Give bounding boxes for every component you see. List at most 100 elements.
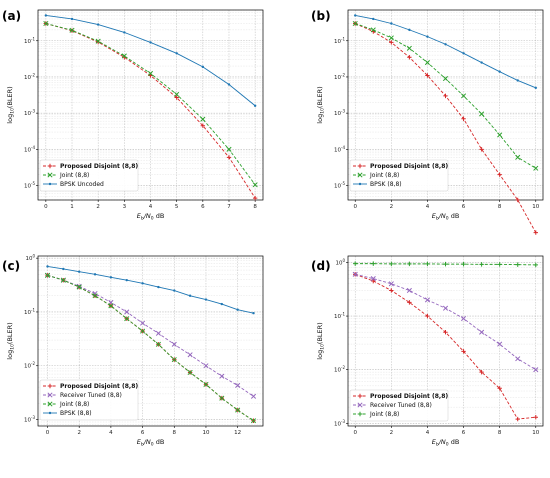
data-point — [187, 369, 193, 376]
panel-a: 0 1 2 3 4 5 6 7 8 10-5 10-4 10-3 10-2 10-1 Eb/N0 dB log… — [6, 9, 264, 222]
series-2 — [44, 272, 257, 424]
x-tick-label: 2 — [390, 430, 394, 436]
x-tick-label: 2 — [390, 204, 394, 210]
legend-entry: Proposed Disjoint (8,8) — [60, 163, 138, 170]
legend-entry: BPSK Uncoded — [60, 181, 104, 188]
legend-entry: BPSK (8,8) — [60, 410, 92, 417]
legend-marker — [357, 411, 363, 417]
data-point — [353, 261, 358, 266]
x-tick-label: 4 — [426, 430, 430, 436]
y-tick-label: 10-1 — [24, 36, 35, 45]
data-point — [70, 17, 74, 21]
x-axis-label: Eb/N0 dB — [137, 212, 165, 222]
series-1 — [352, 20, 539, 171]
data-point — [407, 261, 412, 267]
data-point — [443, 93, 448, 99]
data-point — [200, 116, 206, 122]
data-point — [352, 20, 358, 27]
y-tick-label: 10-2 — [334, 365, 345, 374]
legend-marker — [357, 172, 363, 178]
data-point — [370, 27, 376, 33]
data-point — [173, 289, 176, 292]
data-point — [44, 272, 51, 278]
legend-entry: Joint (8,8) — [59, 172, 89, 179]
axes-frame — [37, 255, 264, 427]
legend: Proposed Disjoint (8,8) Joint (8,8) BPSK U… — [39, 159, 138, 192]
data-point — [149, 41, 152, 44]
series-1 — [44, 272, 257, 399]
data-point — [140, 328, 146, 334]
data-point — [252, 311, 255, 315]
panel-label: (d) — [311, 259, 331, 273]
data-point — [235, 382, 241, 389]
data-point — [227, 83, 231, 86]
x-tick-label: 2 — [96, 204, 100, 210]
data-point — [219, 373, 225, 379]
data-point — [252, 182, 258, 188]
y-tick-label: 10-5 — [24, 181, 35, 190]
y-axis-label: log10(BLER) — [316, 322, 326, 359]
data-point — [140, 320, 146, 326]
data-point — [203, 381, 209, 387]
data-point — [220, 302, 224, 306]
panel-label: (b) — [311, 9, 331, 23]
series-1 — [352, 271, 539, 373]
legend-entry: Joint (8,8) — [369, 172, 399, 179]
x-axis-label: Eb/N0 dB — [137, 438, 165, 448]
data-point — [407, 300, 412, 305]
x-tick-label: 0 — [46, 430, 50, 436]
data-point — [389, 40, 394, 45]
legend-entry: Joint (8,8) — [369, 411, 399, 418]
data-point — [93, 273, 97, 276]
data-point — [444, 43, 447, 46]
data-point — [461, 349, 466, 354]
x-tick-label: 6 — [462, 430, 466, 436]
x-tick-label: 6 — [141, 430, 145, 436]
data-point — [76, 284, 82, 290]
data-point — [175, 52, 178, 55]
data-point — [46, 265, 49, 268]
legend-marker — [47, 383, 53, 389]
series-2 — [44, 14, 257, 107]
data-point — [250, 418, 257, 424]
x-tick-label: 0 — [44, 204, 48, 210]
series-2 — [354, 14, 537, 90]
legend-marker — [358, 182, 362, 186]
panel-d: 0 2 4 6 8 10 10-3 10-2 10-1 100 Eb/N0 dB log10(BLER… — [316, 255, 544, 448]
data-point — [92, 293, 98, 299]
data-point — [124, 309, 130, 315]
legend-entry: Receiver Tuned (8,8) — [60, 392, 122, 399]
data-point — [96, 23, 100, 26]
data-point — [388, 35, 394, 41]
data-point — [108, 303, 114, 309]
data-point — [124, 316, 130, 322]
data-point — [389, 261, 394, 267]
data-point — [389, 288, 394, 293]
y-tick-label: 10-3 — [334, 419, 345, 428]
legend-marker — [357, 163, 363, 169]
y-axis-label: log10(BLER) — [316, 86, 326, 123]
legend-marker — [48, 182, 52, 186]
data-point — [155, 341, 161, 347]
data-point — [43, 20, 49, 27]
data-point — [425, 73, 430, 78]
data-point — [157, 285, 160, 289]
data-point — [253, 104, 257, 107]
data-point — [155, 330, 161, 336]
y-axis-label: log10(BLER) — [6, 86, 16, 123]
data-point — [479, 147, 484, 152]
legend: Proposed Disjoint (8,8) Joint (8,8) BPSK (… — [349, 159, 449, 192]
legend-box — [349, 159, 449, 192]
data-point — [515, 356, 521, 362]
data-point — [533, 262, 538, 268]
data-point — [95, 38, 101, 44]
x-tick-label: 4 — [149, 204, 153, 210]
x-tick-label: 0 — [353, 204, 357, 210]
legend-entry: BPSK (8,8) — [370, 181, 402, 188]
data-point — [371, 261, 376, 266]
data-point — [44, 14, 48, 17]
x-tick-label: 8 — [253, 204, 257, 210]
series-0 — [353, 272, 538, 422]
data-point — [533, 165, 539, 171]
